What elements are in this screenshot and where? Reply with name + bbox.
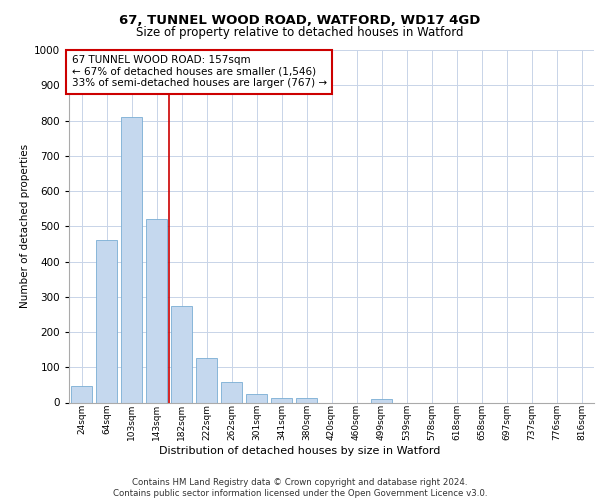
Bar: [246, 394, 267, 402]
Bar: [71, 386, 92, 402]
Y-axis label: Number of detached properties: Number of detached properties: [20, 144, 29, 308]
Bar: [371, 399, 392, 402]
Bar: [196, 358, 217, 403]
Bar: [121, 117, 142, 403]
Bar: [271, 398, 292, 402]
Bar: [221, 382, 242, 402]
Bar: [96, 240, 117, 402]
Text: Distribution of detached houses by size in Watford: Distribution of detached houses by size …: [160, 446, 440, 456]
Text: 67 TUNNEL WOOD ROAD: 157sqm
← 67% of detached houses are smaller (1,546)
33% of : 67 TUNNEL WOOD ROAD: 157sqm ← 67% of det…: [71, 56, 327, 88]
Bar: [146, 219, 167, 402]
Text: Contains HM Land Registry data © Crown copyright and database right 2024.: Contains HM Land Registry data © Crown c…: [132, 478, 468, 487]
Bar: [171, 306, 192, 402]
Text: Contains public sector information licensed under the Open Government Licence v3: Contains public sector information licen…: [113, 489, 487, 498]
Text: Size of property relative to detached houses in Watford: Size of property relative to detached ho…: [136, 26, 464, 39]
Bar: [296, 398, 317, 402]
Text: 67, TUNNEL WOOD ROAD, WATFORD, WD17 4GD: 67, TUNNEL WOOD ROAD, WATFORD, WD17 4GD: [119, 14, 481, 27]
